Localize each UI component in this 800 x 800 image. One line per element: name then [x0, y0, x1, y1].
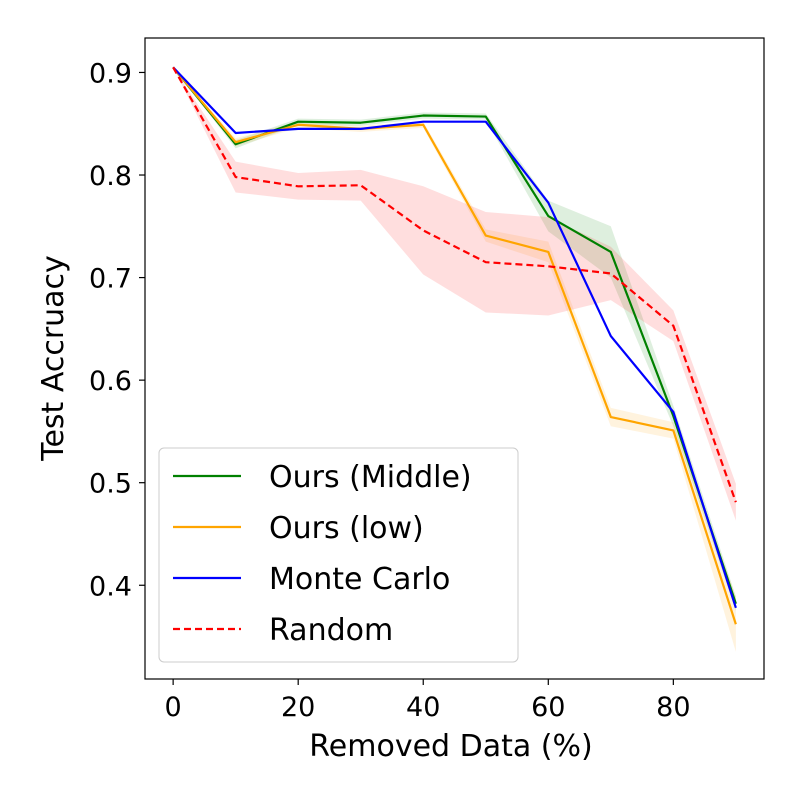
y-tick-label: 0.5	[89, 469, 132, 500]
series-lines	[172, 66, 737, 625]
x-tick-label: 60	[531, 692, 565, 723]
x-tick-label: 0	[165, 692, 182, 723]
y-tick-label: 0.7	[89, 264, 132, 295]
y-axis-title: Test Accruacy	[36, 255, 71, 462]
legend-label-random: Random	[269, 613, 393, 648]
band-ours-low	[173, 67, 736, 652]
legend-label-ours-middle: Ours (Middle)	[269, 460, 472, 495]
x-tick-label: 40	[406, 692, 440, 723]
plot-frame	[144, 37, 765, 680]
y-tick-label: 0.9	[89, 58, 132, 89]
series-line-monte-carlo	[172, 66, 737, 609]
legend: Ours (Middle) Ours (low) Monte Carlo Ran…	[158, 447, 519, 663]
series-line-ours-low	[172, 66, 737, 625]
x-tick-label: 20	[281, 692, 315, 723]
legend-label-ours-low: Ours (low)	[269, 511, 424, 546]
legend-box	[158, 447, 519, 663]
x-tick-label: 80	[656, 692, 690, 723]
y-tick-label: 0.8	[89, 161, 132, 192]
confidence-bands	[173, 67, 736, 652]
y-tick-label: 0.4	[89, 571, 132, 602]
legend-label-monte-carlo: Monte Carlo	[269, 562, 450, 597]
x-axis-ticks: 0 20 40 60 80	[165, 679, 691, 723]
band-random	[173, 67, 736, 521]
x-axis-title: Removed Data (%)	[309, 729, 592, 764]
y-tick-label: 0.6	[89, 366, 132, 397]
series-line-random	[172, 66, 737, 503]
y-axis-ticks: 0.4 0.5 0.6 0.7 0.8 0.9	[89, 58, 145, 602]
